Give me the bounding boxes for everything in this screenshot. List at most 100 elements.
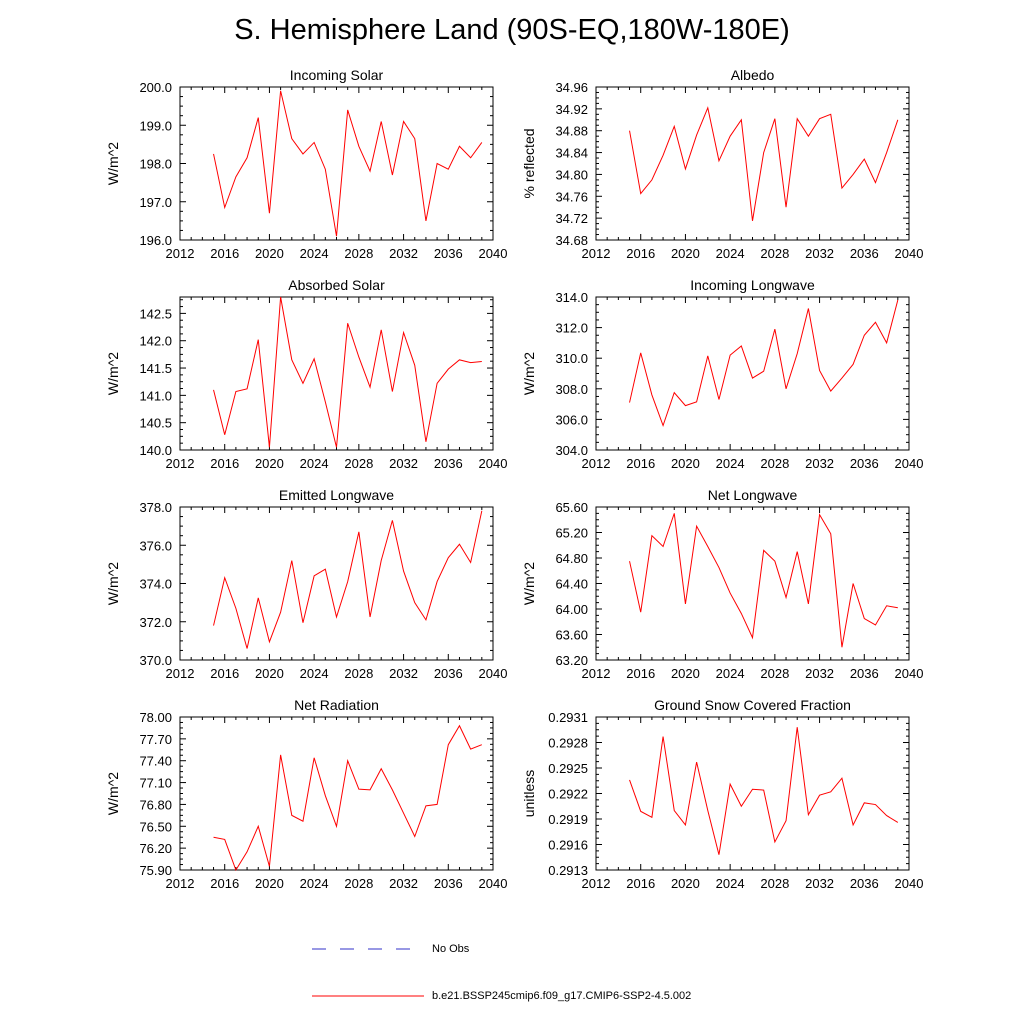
x-tick-label: 2012 — [582, 666, 611, 681]
x-tick-label: 2012 — [582, 876, 611, 891]
series-line — [629, 513, 898, 648]
y-tick-label: 308.0 — [555, 382, 588, 397]
x-tick-label: 2024 — [300, 876, 329, 891]
x-tick-label: 2020 — [255, 246, 284, 261]
y-tick-label: 200.0 — [139, 80, 172, 95]
x-tick-label: 2016 — [210, 666, 239, 681]
y-tick-label: 76.50 — [139, 819, 172, 834]
chart-panel: Net Longwave W/m^2 2012 2016 2020 2024 2028 203… — [521, 487, 923, 681]
y-tick-label: 76.80 — [139, 797, 172, 812]
y-tick-label: 142.5 — [139, 306, 172, 321]
chart-title: Net Radiation — [294, 697, 379, 713]
y-tick-label: 370.0 — [139, 653, 172, 668]
y-tick-label: 140.0 — [139, 443, 172, 458]
y-tick-label: 34.92 — [555, 102, 588, 117]
x-tick-label: 2016 — [626, 456, 655, 471]
legend-obs-label: No Obs — [432, 943, 470, 955]
x-tick-label: 2032 — [389, 876, 418, 891]
y-axis-label: W/m^2 — [105, 772, 121, 815]
x-tick-label: 2040 — [479, 246, 508, 261]
y-tick-label: 0.2925 — [548, 761, 588, 776]
x-tick-label: 2028 — [760, 456, 789, 471]
y-tick-label: 34.68 — [555, 233, 588, 248]
x-tick-label: 2032 — [805, 876, 834, 891]
y-tick-label: 34.84 — [555, 146, 588, 161]
x-tick-label: 2024 — [300, 246, 329, 261]
x-tick-label: 2020 — [671, 876, 700, 891]
chart-panel: Albedo % reflected 2012 2016 2020 2024 2028 203… — [521, 67, 923, 261]
y-tick-label: 77.10 — [139, 776, 172, 791]
x-tick-label: 2020 — [255, 666, 284, 681]
y-tick-label: 374.0 — [139, 577, 172, 592]
chart-panel: Ground Snow Covered Fraction unitless 2012… — [521, 697, 923, 891]
y-tick-label: 312.0 — [555, 321, 588, 336]
y-axis-label: W/m^2 — [521, 352, 537, 395]
x-tick-label: 2032 — [389, 246, 418, 261]
x-tick-label: 2012 — [166, 666, 195, 681]
series-line — [213, 724, 483, 872]
x-tick-label: 2040 — [895, 246, 924, 261]
legend-obs-line — [312, 948, 424, 950]
y-tick-label: 65.60 — [555, 500, 588, 515]
chart-panel: Incoming Longwave W/m^2 2012 2016 2020 2024 20… — [521, 277, 923, 471]
y-tick-label: 378.0 — [139, 500, 172, 515]
y-tick-label: 372.0 — [139, 615, 172, 630]
plot-frame — [595, 296, 910, 451]
x-tick-label: 2028 — [344, 456, 373, 471]
x-tick-label: 2036 — [850, 246, 879, 261]
page-title: S. Hemisphere Land (90S-EQ,180W-180E) — [234, 14, 790, 46]
series-line — [629, 299, 899, 428]
x-tick-label: 2028 — [344, 666, 373, 681]
x-tick-label: 2024 — [300, 456, 329, 471]
plot-frame — [179, 716, 494, 871]
y-tick-label: 34.96 — [555, 80, 588, 95]
x-tick-label: 2028 — [344, 246, 373, 261]
x-tick-label: 2016 — [626, 666, 655, 681]
x-tick-label: 2024 — [716, 876, 745, 891]
y-tick-label: 63.60 — [555, 628, 588, 643]
y-axis-label: W/m^2 — [105, 142, 121, 185]
chart-panel: Emitted Longwave W/m^2 2012 2016 2020 2024 202… — [105, 487, 507, 681]
x-tick-label: 2040 — [479, 666, 508, 681]
y-tick-label: 76.20 — [139, 841, 172, 856]
chart-panel: Incoming Solar W/m^2 2012 2016 2020 2024 2028 2… — [105, 67, 507, 261]
x-tick-label: 2024 — [716, 666, 745, 681]
x-tick-label: 2040 — [895, 666, 924, 681]
x-tick-label: 2036 — [850, 666, 879, 681]
x-tick-label: 2036 — [850, 876, 879, 891]
x-tick-label: 2024 — [716, 246, 745, 261]
y-tick-label: 65.20 — [555, 526, 588, 541]
x-tick-label: 2016 — [210, 246, 239, 261]
chart-title: Ground Snow Covered Fraction — [654, 697, 851, 713]
chart-title: Absorbed Solar — [288, 277, 385, 293]
x-tick-label: 2028 — [760, 246, 789, 261]
y-axis-label: W/m^2 — [521, 562, 537, 605]
series-line — [213, 90, 483, 237]
chart-title: Incoming Longwave — [690, 277, 815, 293]
chart-title: Emitted Longwave — [279, 487, 394, 503]
x-tick-label: 2036 — [434, 246, 463, 261]
y-tick-label: 0.2922 — [548, 787, 588, 802]
series-line — [213, 296, 482, 448]
y-tick-label: 64.00 — [555, 602, 588, 617]
series-line — [629, 727, 899, 855]
y-tick-label: 198.0 — [139, 157, 172, 172]
x-tick-label: 2036 — [434, 456, 463, 471]
x-tick-label: 2020 — [671, 456, 700, 471]
y-tick-label: 34.88 — [555, 124, 588, 139]
y-tick-label: 140.5 — [139, 416, 172, 431]
x-tick-label: 2028 — [760, 666, 789, 681]
plot-frame — [595, 716, 910, 871]
x-tick-label: 2016 — [626, 876, 655, 891]
chart-panel: Absorbed Solar W/m^2 2012 2016 2020 2024 2028 2… — [105, 277, 507, 471]
x-tick-label: 2012 — [166, 246, 195, 261]
x-tick-label: 2040 — [895, 456, 924, 471]
y-axis-label: W/m^2 — [105, 562, 121, 605]
y-tick-label: 376.0 — [139, 538, 172, 553]
chart-title: Incoming Solar — [290, 67, 384, 83]
x-tick-label: 2016 — [210, 876, 239, 891]
y-tick-label: 34.72 — [555, 211, 588, 226]
x-tick-label: 2016 — [210, 456, 239, 471]
y-tick-label: 197.0 — [139, 195, 172, 210]
